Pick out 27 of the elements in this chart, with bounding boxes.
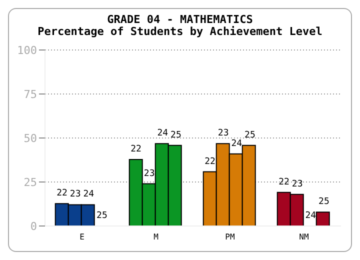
y-tick-label: 75 (24, 88, 37, 101)
y-tick-label: 100 (17, 44, 37, 57)
text: 25 (244, 130, 256, 140)
text: 23 (218, 128, 229, 139)
x-tick-label: M (154, 232, 159, 242)
text: 23 (292, 179, 303, 190)
series-label: 24 (83, 190, 94, 200)
text: 24 (231, 138, 242, 149)
series-label: 23 (70, 190, 81, 200)
series-label: 22 (56, 188, 68, 199)
x-tick-label: NM (299, 232, 309, 242)
y-tick-label: 25 (24, 176, 37, 189)
text: 25 (96, 211, 108, 221)
text: 22 (278, 177, 290, 188)
text: 22 (204, 156, 216, 167)
x-tick-label: E (80, 232, 85, 242)
text: 25 (318, 197, 330, 208)
text: 24 (157, 128, 168, 139)
chart-subtitle: Percentage of Students by Achievement Level (36, 25, 324, 38)
text: 22 (130, 144, 142, 154)
y-tick-label: 0 (30, 220, 37, 233)
text: 23 (144, 168, 155, 179)
x-tick-label: PM (225, 232, 235, 242)
y-tick-label: 50 (24, 132, 37, 145)
series-label: 25 (170, 130, 182, 140)
text: 24 (305, 211, 316, 221)
chart-title: GRADE 04 - MATHEMATICS (106, 13, 254, 26)
